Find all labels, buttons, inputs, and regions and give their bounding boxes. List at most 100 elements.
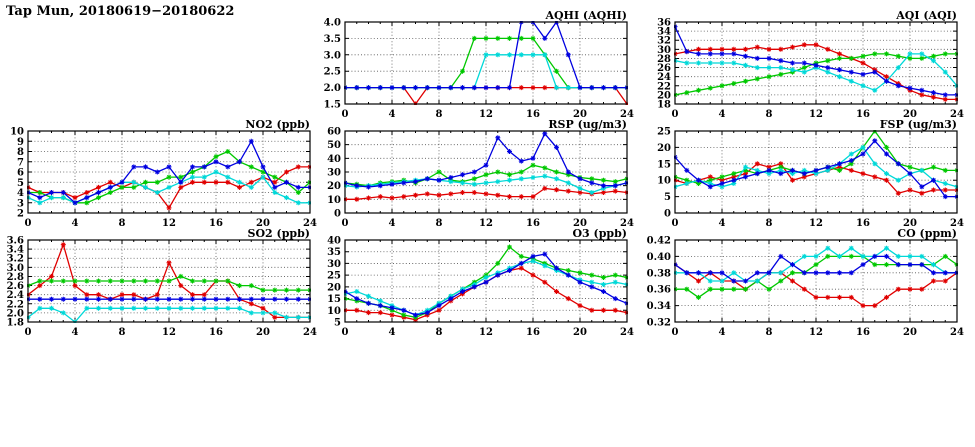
x-tick-label: 0 <box>342 109 349 120</box>
x-tick-label: 12 <box>809 109 823 120</box>
x-tick-label: 0 <box>672 218 679 229</box>
x-tick-label: 20 <box>573 218 587 229</box>
y-tick-label: 30 <box>327 259 341 270</box>
x-tick-label: 8 <box>436 218 443 229</box>
y-tick-label: 0 <box>664 209 671 220</box>
series-blue <box>27 296 311 302</box>
plot-border <box>344 239 628 323</box>
chart-title: FSP (ug/m3) <box>880 120 957 131</box>
page-title: Tap Mun, 20180619−20180622 <box>6 4 235 19</box>
y-tick-label: 18 <box>657 100 671 111</box>
plot-border <box>674 130 958 214</box>
y-tick-label: 2 <box>17 209 24 220</box>
chart-fsp: 0 5 10 15 20 25 0 4 8 12 16 20 24 FSP (ug/m3) <box>647 118 975 232</box>
x-tick-label: 0 <box>672 327 679 338</box>
x-tick-label: 24 <box>950 218 964 229</box>
x-tick-label: 12 <box>809 218 823 229</box>
x-tick-label: 20 <box>256 327 270 338</box>
y-tick-label: 50 <box>327 140 341 151</box>
x-tick-label: 0 <box>25 218 32 229</box>
chart-canvas: 1.82.02.22.42.62.83.03.23.43.6 0 4 8 12 16 20 2… <box>7 227 317 338</box>
chart-canvas: 0.32 0.34 0.36 0.38 0.40 0.42 0 4 8 12 16 20 24 CO (p… <box>647 227 964 338</box>
y-tick-label: 34 <box>657 27 671 38</box>
y-tick-label: 1.8 <box>7 318 24 329</box>
plot-border <box>344 21 628 105</box>
x-tick-label: 8 <box>119 218 126 229</box>
y-tick-label: 0 <box>334 209 341 220</box>
y-tick-label: 10 <box>657 176 671 187</box>
x-tick-label: 8 <box>766 109 773 120</box>
chart-title: RSP (ug/m3) <box>548 120 627 131</box>
y-tick-label: 3.5 <box>324 34 341 45</box>
x-tick-label: 24 <box>620 109 634 120</box>
y-tick-label: 0.36 <box>647 285 671 296</box>
y-tick-label: 0.40 <box>647 252 671 263</box>
chart-canvas: 0 10 20 30 40 50 60 0 4 8 12 16 20 24 RSP (ug/m3) <box>327 118 634 229</box>
chart-title: SO2 (ppb) <box>248 229 311 240</box>
y-tick-label: 40 <box>327 154 341 165</box>
x-tick-label: 20 <box>903 109 917 120</box>
y-tick-label: 3.0 <box>324 50 341 61</box>
plot-border <box>674 21 958 105</box>
y-tick-label: 9 <box>17 137 24 148</box>
x-tick-label: 16 <box>856 218 870 229</box>
x-tick-label: 0 <box>342 218 349 229</box>
x-tick-label: 20 <box>903 218 917 229</box>
y-tick-label: 25 <box>327 271 341 282</box>
y-tick-label: 30 <box>327 168 341 179</box>
y-tick-label: 2.6 <box>7 281 24 292</box>
y-tick-label: 10 <box>327 306 341 317</box>
plot-border <box>674 239 958 323</box>
y-tick-label: 8 <box>17 147 24 158</box>
y-tick-label: 3.0 <box>7 263 24 274</box>
x-tick-label: 24 <box>950 109 964 120</box>
y-tick-label: 25 <box>657 127 671 138</box>
y-tick-label: 32 <box>657 36 671 47</box>
y-tick-label: 20 <box>657 90 671 101</box>
chart-aqi: 18 20 22 24 26 28 30 32 34 36 0 4 8 12 16 20 24 AQI (AQI) <box>647 9 975 123</box>
y-tick-label: 3 <box>17 198 24 209</box>
y-tick-label: 1.5 <box>324 100 341 111</box>
y-tick-label: 2.4 <box>7 290 24 301</box>
chart-o3: 5 10 15 20 25 30 35 40 0 4 8 12 16 20 24 O3 (ppb) <box>317 227 649 341</box>
x-tick-label: 8 <box>766 218 773 229</box>
y-tick-label: 0.34 <box>647 301 671 312</box>
x-tick-label: 4 <box>72 218 79 229</box>
y-tick-label: 20 <box>327 181 341 192</box>
y-tick-label: 5 <box>334 318 341 329</box>
x-tick-label: 4 <box>389 327 396 338</box>
x-tick-label: 4 <box>389 218 396 229</box>
plot-border <box>27 130 311 214</box>
y-tick-label: 26 <box>657 63 671 74</box>
y-tick-label: 4.0 <box>324 18 341 29</box>
chart-no2: 2 3 4 5 6 7 8 9 10 0 4 8 12 16 20 24 NO2 (ppb) <box>0 118 332 232</box>
chart-canvas: 0 5 10 15 20 25 0 4 8 12 16 20 24 FSP (ug/m3) <box>657 118 964 229</box>
y-tick-label: 28 <box>657 54 671 65</box>
x-tick-label: 8 <box>436 109 443 120</box>
chart-canvas: 1.5 2.0 2.5 3.0 3.5 4.0 0 4 8 12 16 20 24 AQHI (AQHI) <box>324 9 634 120</box>
y-tick-label: 5 <box>664 192 671 203</box>
series-red <box>344 185 628 202</box>
x-tick-label: 16 <box>526 109 540 120</box>
y-tick-label: 3.6 <box>7 236 24 247</box>
chart-rsp: 0 10 20 30 40 50 60 0 4 8 12 16 20 24 RSP (ug/m3) <box>317 118 649 232</box>
y-tick-label: 3.4 <box>7 245 24 256</box>
y-tick-label: 10 <box>327 195 341 206</box>
y-tick-label: 3.2 <box>7 254 24 265</box>
x-tick-label: 20 <box>256 218 270 229</box>
y-tick-label: 2.8 <box>7 272 24 283</box>
x-tick-label: 24 <box>620 327 634 338</box>
x-tick-label: 24 <box>303 218 317 229</box>
y-tick-label: 20 <box>657 143 671 154</box>
chart-so2: 1.8 2.0 2.2 2.4 2.6 2.8 3.0 3.2 3.4 3.6 0 4 8 12 16 20 2… <box>0 227 332 341</box>
y-tick-label: 0.32 <box>647 318 671 329</box>
x-tick-label: 0 <box>672 109 679 120</box>
chart-title: CO (ppm) <box>897 229 957 240</box>
y-tick-label: 2.5 <box>324 67 341 78</box>
x-tick-label: 12 <box>479 109 493 120</box>
plot-border <box>344 130 628 214</box>
x-tick-label: 20 <box>573 109 587 120</box>
y-tick-label: 2.0 <box>7 308 24 319</box>
y-tick-label: 22 <box>657 81 671 92</box>
y-tick-label: 15 <box>657 159 671 170</box>
